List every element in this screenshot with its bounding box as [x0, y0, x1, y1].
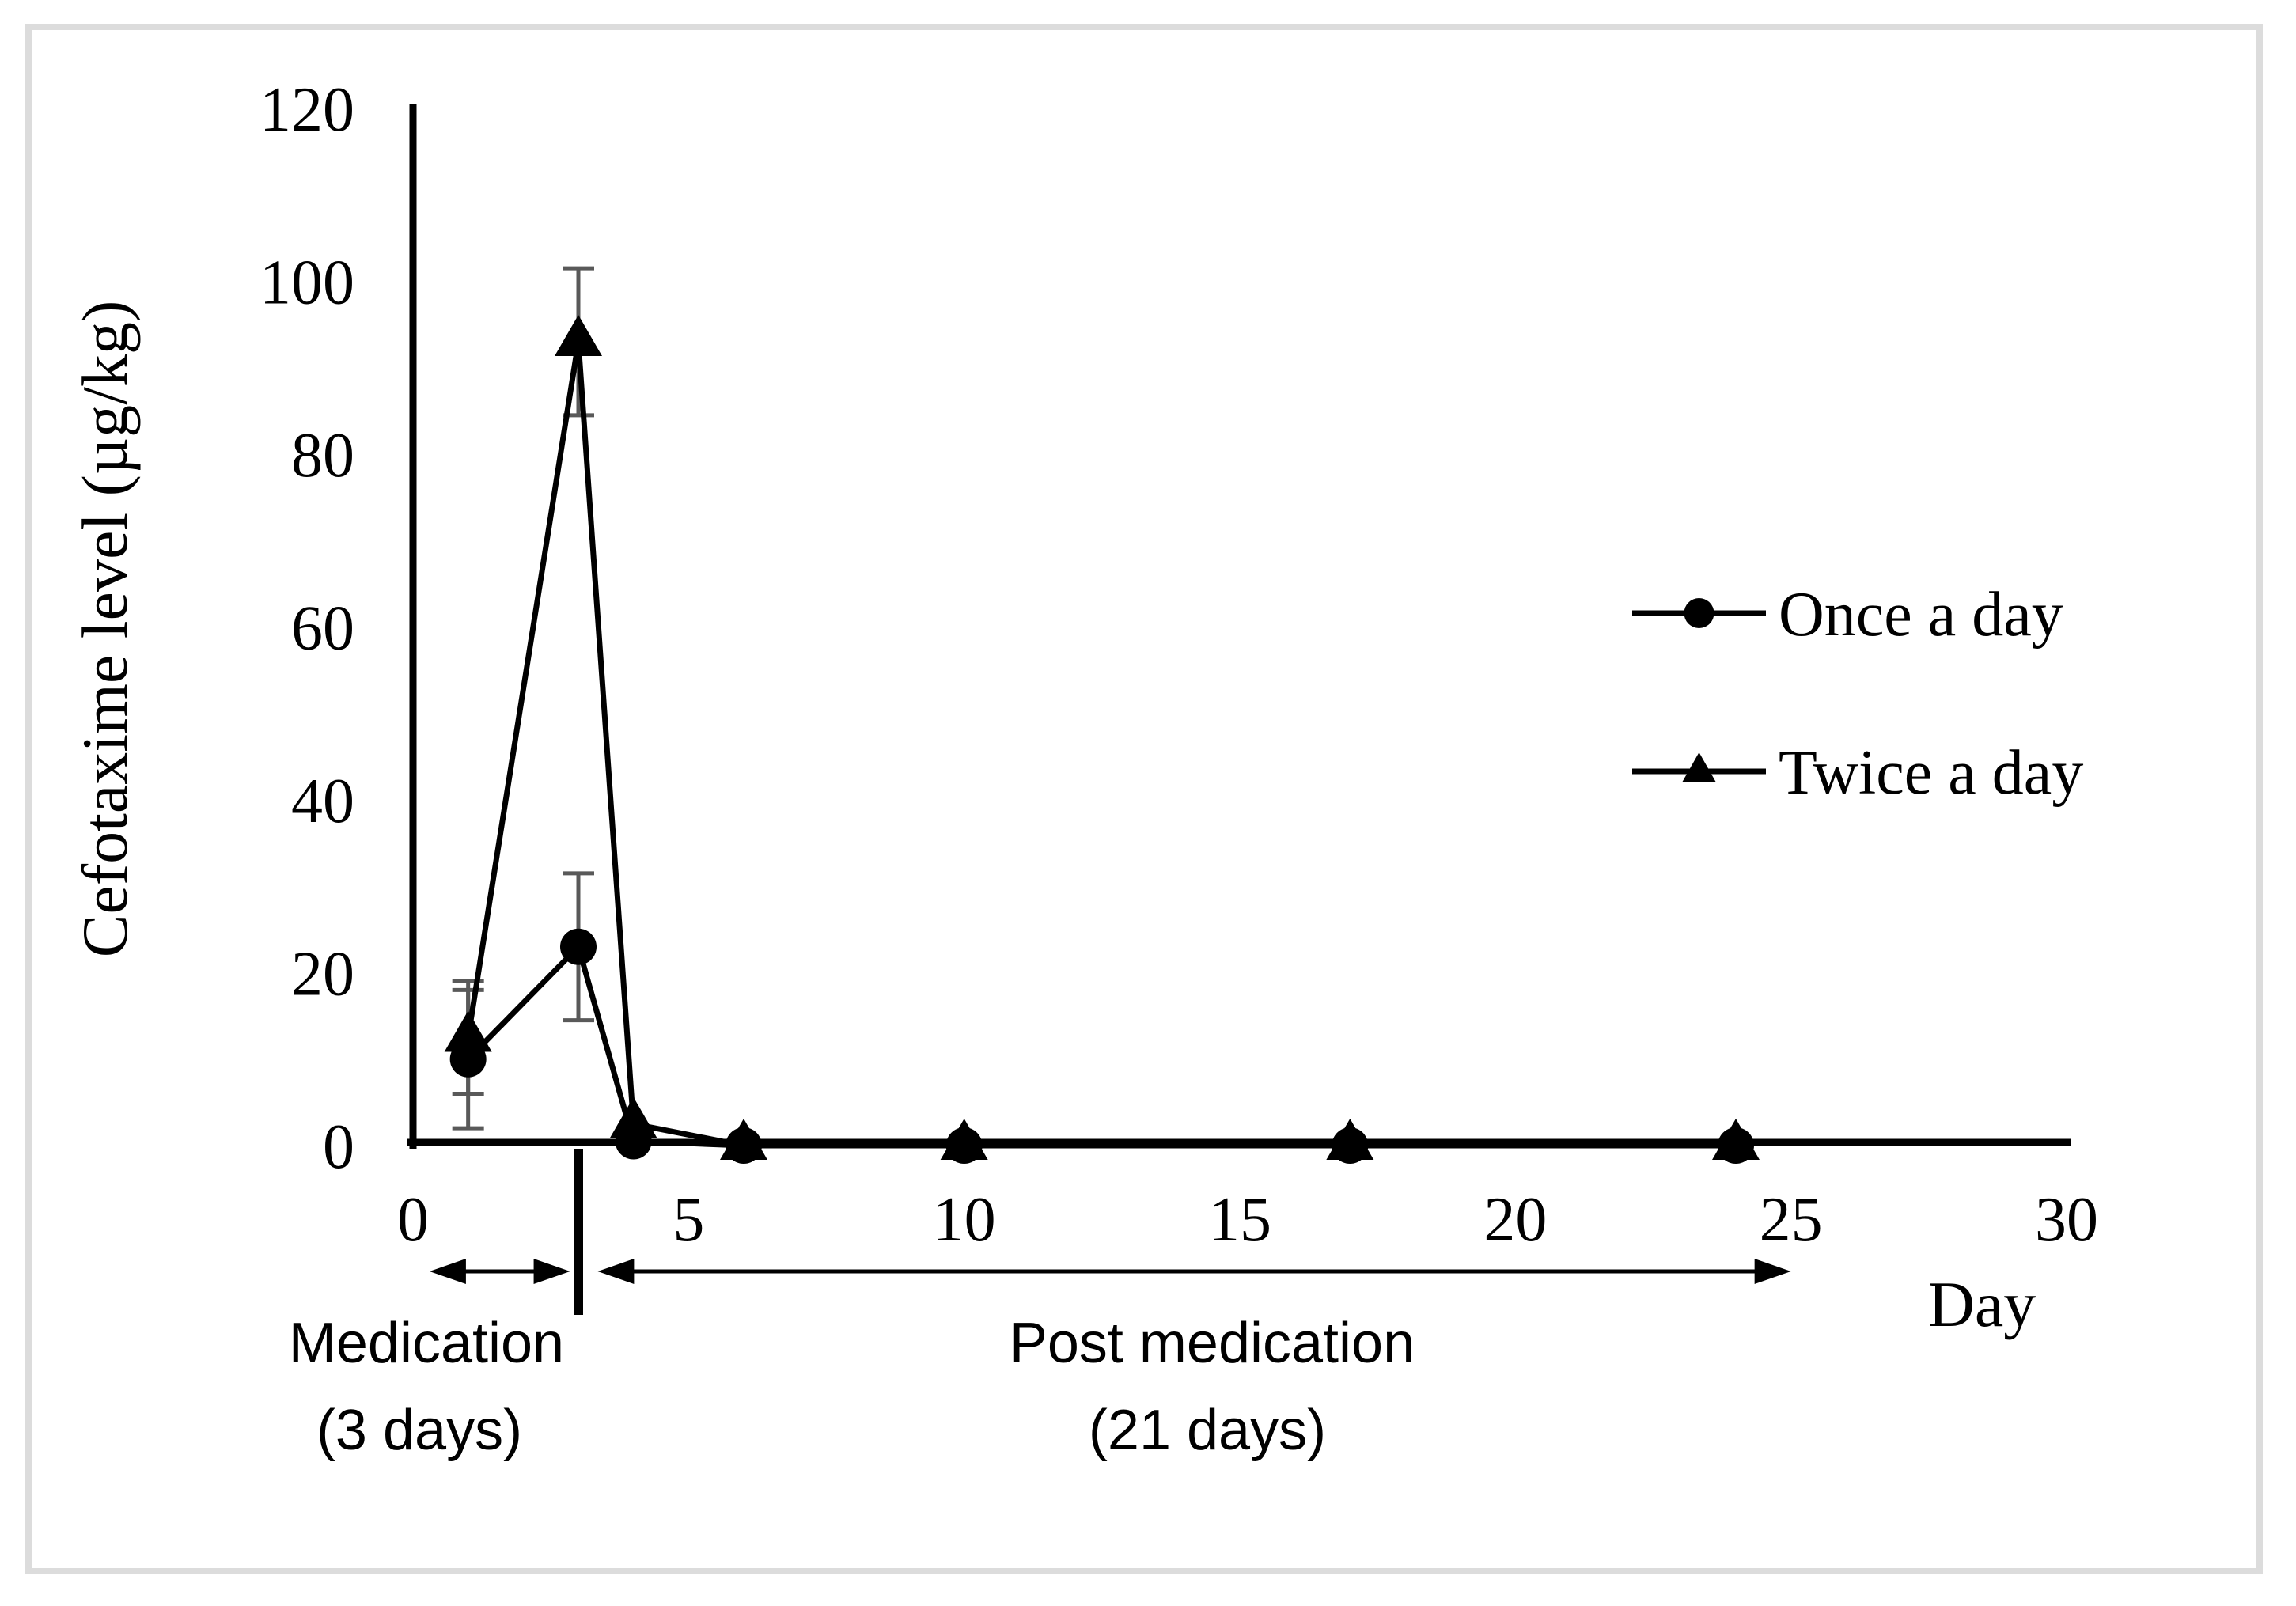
x-tick-label: 25 [1760, 1185, 1823, 1255]
data-point-triangle [1326, 1119, 1374, 1160]
legend-item-once-a-day: Once a day [1632, 580, 2063, 650]
series-twice-a-day [444, 314, 1760, 1160]
medication-label-line1: Medication [289, 1312, 564, 1375]
data-point-triangle [1712, 1119, 1760, 1160]
data-point-triangle [609, 1097, 657, 1138]
y-tick-label: 0 [323, 1112, 354, 1182]
legend-label: Once a day [1779, 580, 2063, 650]
y-tick-label: 100 [260, 248, 354, 318]
annotation-arrows [429, 1149, 1791, 1315]
legend-triangle-marker [1682, 752, 1716, 782]
legend-circle-marker [1684, 598, 1714, 628]
data-point-triangle [720, 1119, 767, 1160]
legend: Once a day Twice a day [1632, 580, 2083, 808]
post-medication-span-arrow-right-arrowhead [1754, 1259, 1791, 1284]
y-axis-title: Cefotaxime level (µg/kg) [69, 301, 141, 958]
x-tick-label: 0 [397, 1185, 429, 1255]
y-tick-label: 20 [291, 940, 354, 1009]
medication-label-line2: (3 days) [316, 1399, 522, 1462]
x-tick-label: 15 [1208, 1185, 1271, 1255]
legend-item-twice-a-day: Twice a day [1632, 738, 2083, 808]
series-line [466, 941, 1736, 1149]
y-tick-label: 120 [260, 75, 354, 145]
legend-label: Twice a day [1779, 738, 2083, 808]
post-medication-label-line2: (21 days) [1089, 1399, 1326, 1462]
tick-labels: 0 20 40 60 80 100 120 0 5 10 15 20 25 30 [260, 75, 2098, 1255]
data-point-triangle [555, 314, 602, 356]
y-tick-label: 40 [291, 767, 354, 836]
x-tick-label: 30 [2035, 1185, 2098, 1255]
x-tick-label: 10 [933, 1185, 996, 1255]
data-point-triangle [444, 1010, 492, 1052]
data-series [444, 314, 1760, 1164]
x-tick-label: 5 [673, 1185, 704, 1255]
series-line [465, 341, 1736, 1149]
data-point-circle [560, 928, 597, 965]
post-medication-span-arrow-left-arrowhead [597, 1259, 635, 1284]
medication-span-arrow-left-arrowhead [429, 1259, 466, 1284]
y-tick-label: 60 [291, 594, 354, 664]
medication-span-arrow-right-arrowhead [533, 1259, 570, 1284]
post-medication-label-line1: Post medication [1010, 1312, 1415, 1375]
x-axis-title: Day [1928, 1268, 2036, 1340]
y-tick-label: 80 [291, 421, 354, 491]
figure-border [25, 24, 2263, 1574]
x-tick-label: 20 [1483, 1185, 1547, 1255]
data-point-triangle [940, 1119, 988, 1160]
